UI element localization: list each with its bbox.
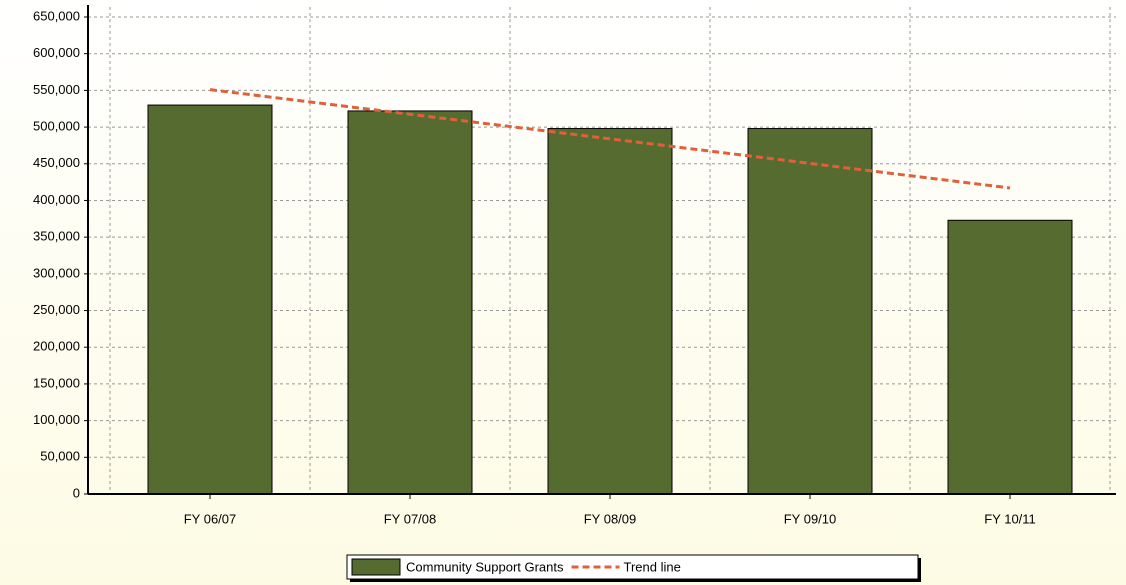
trend-line [209,88,1011,190]
y-tick-label: 250,000 [33,302,80,317]
x-tick-label: FY 09/10 [784,511,837,526]
x-tick-label: FY 10/11 [984,511,1036,526]
legend-box [346,554,919,580]
y-tick-label: 0 [73,485,80,500]
y-tick-label: 500,000 [33,119,80,134]
x-tick-label: FY 06/07 [184,511,237,526]
legend-swatch [351,558,401,576]
bar [947,219,1073,495]
legend-label: Trend line [624,559,681,574]
x-tick-label: FY 08/09 [584,511,637,526]
y-tick-label: 350,000 [33,229,80,244]
y-tick-label: 450,000 [33,155,80,170]
y-tick-label: 100,000 [33,412,80,427]
y-tick-label: 650,000 [33,8,80,23]
y-tick-label: 200,000 [33,339,80,354]
y-tick-label: 550,000 [33,82,80,97]
y-tick-label: 600,000 [33,45,80,60]
bar [147,104,273,495]
legend-label: Community Support Grants [406,559,564,574]
y-tick-label: 400,000 [33,192,80,207]
y-tick-label: 150,000 [33,375,80,390]
x-tick-label: FY 07/08 [384,511,437,526]
bar [347,110,473,495]
y-tick-label: 50,000 [40,449,80,464]
bar [747,128,873,495]
y-tick-label: 300,000 [33,265,80,280]
bar [547,128,673,495]
